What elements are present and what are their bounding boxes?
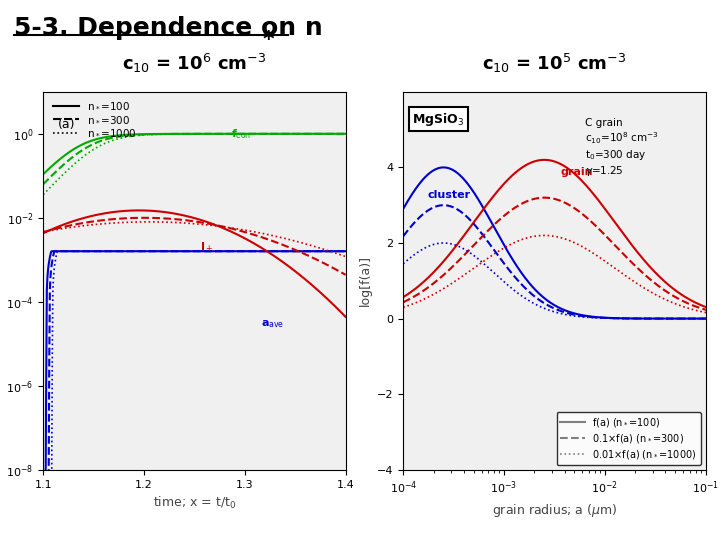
X-axis label: time; x = t/t$_0$: time; x = t/t$_0$ — [153, 495, 236, 511]
Text: f$_{\rm con}$: f$_{\rm con}$ — [230, 127, 251, 141]
Y-axis label: log[f(a)]: log[f(a)] — [359, 255, 372, 306]
Text: I$_+$: I$_+$ — [200, 240, 214, 254]
Text: a$_{\rm ave}$: a$_{\rm ave}$ — [261, 318, 284, 330]
Text: C grain
c$_{10}$=10$^8$ cm$^{-3}$
t$_0$=300 day
$\gamma$=1.25: C grain c$_{10}$=10$^8$ cm$^{-3}$ t$_0$=… — [585, 118, 658, 178]
Text: MgSiO$_3$: MgSiO$_3$ — [413, 111, 464, 127]
Text: c$_{10}$ = 10$^6$ cm$^{-3}$: c$_{10}$ = 10$^6$ cm$^{-3}$ — [122, 52, 266, 75]
Text: *: * — [263, 30, 274, 50]
Text: cluster: cluster — [428, 190, 470, 200]
Text: (a): (a) — [58, 118, 76, 131]
Text: 5-3. Dependence on n: 5-3. Dependence on n — [14, 16, 323, 40]
X-axis label: grain radius; a ($\mu$m): grain radius; a ($\mu$m) — [492, 502, 617, 519]
Text: grain: grain — [560, 167, 593, 177]
Legend: f(a) (n$_*$=100), 0.1×f(a) (n$_*$=300), 0.01×f(a) (n$_*$=1000): f(a) (n$_*$=100), 0.1×f(a) (n$_*$=300), … — [557, 413, 701, 465]
Legend: n$_*$=100, n$_*$=300, n$_*$=1000: n$_*$=100, n$_*$=300, n$_*$=1000 — [48, 97, 141, 143]
Text: c$_{10}$ = 10$^5$ cm$^{-3}$: c$_{10}$ = 10$^5$ cm$^{-3}$ — [482, 52, 626, 75]
